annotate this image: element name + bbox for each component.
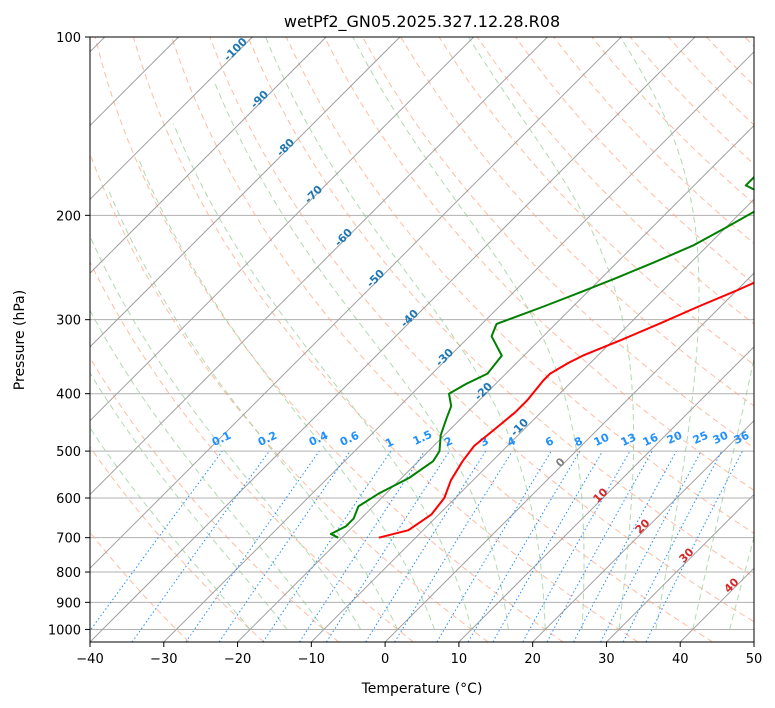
dry-adiabat [438,37,754,366]
dry-adiabat [90,356,339,642]
y-tick-label: 300 [56,314,81,329]
mixing-ratio-line [645,450,743,642]
dry-adiabat [171,37,713,642]
x-tick-label: −30 [150,652,177,667]
moist-adiabat [137,157,436,630]
dry-adiabat [90,446,265,642]
mixing-ratio-line [325,450,450,642]
contour-label: 25 [691,429,710,447]
moist-adiabat [692,356,754,630]
isotherm-line [90,37,253,201]
dry-adiabat [285,37,754,535]
chart-title: wetPf2_GN05.2025.327.12.28.R08 [284,12,560,32]
dry-adiabat [515,37,754,285]
y-tick-label: 400 [56,388,81,403]
dry-adiabats [90,37,754,642]
x-tick-label: 0 [381,652,389,667]
x-tick-label: 30 [598,652,615,667]
isotherm-line [90,37,475,422]
y-tick-label: 200 [56,209,81,224]
y-tick-label: 500 [56,445,81,460]
x-tick-label: 40 [672,652,689,667]
moist-adiabat [468,37,635,630]
moist-adiabat [90,371,288,630]
moist-adiabat [90,427,251,630]
mixing-ratio-line [522,450,631,642]
mixing-ratio-line [394,450,513,642]
x-tick-label: −40 [76,652,103,667]
y-tick-label: 800 [56,566,81,581]
mixing-ratio-line [90,450,223,632]
pressure-gridlines [90,37,754,630]
dewpoint-profile [329,175,754,539]
isotherm-line [458,346,754,642]
isotherm-line [90,37,622,569]
isotherm-line [90,37,327,274]
dry-adiabat [94,37,564,642]
moist-adiabat [265,37,546,630]
y-tick-label: 700 [56,532,81,547]
y-axis: 100 200 300 400 500 600 700 800 900 1000 [48,31,90,638]
x-tick-label: 50 [746,652,763,667]
x-tick-label: −10 [298,652,325,667]
sounding-series [329,175,754,539]
mixing-ratio-line [546,450,653,642]
moist-adiabat [90,309,325,630]
moist-adiabat [107,188,399,630]
contour-label: 13 [619,431,638,449]
isotherm-line [532,419,754,642]
x-tick-label: 20 [524,652,541,667]
y-tick-label: 100 [56,31,81,46]
moist-adiabat [729,535,754,630]
mixing-ratio-line [185,450,320,642]
isotherm-line [163,51,754,642]
dry-adiabat [323,37,754,491]
contour-label: 30 [711,429,731,447]
temperature-profile [378,281,754,539]
dry-adiabat [90,260,414,642]
dry-adiabat [209,37,754,623]
y-axis-title: Pressure (hPa) [12,290,28,390]
plot-area: -100-90-80-70-60-50-40-30-20-100.1 0.2 0.4… [90,37,754,642]
isotherm-line [310,198,754,642]
contour-label: 20 [665,429,685,447]
dry-adiabat [247,37,754,578]
mixing-ratio-line [573,450,677,642]
dry-adiabat [476,37,754,325]
skewed-isotherms [90,37,754,642]
moist-adiabat [172,123,472,630]
dry-adiabat [132,37,639,642]
moist-adiabats [90,37,754,630]
contour-label: 10 [592,431,612,449]
x-axis: −40 −30 −20 −10 0 10 20 30 40 50 [76,642,762,667]
contour-label: 36 [732,429,752,447]
y-tick-label: 600 [56,492,81,507]
mixing-ratio-line [218,450,351,642]
plot-frame [89,36,755,643]
isotherm-line [384,272,754,642]
moist-adiabat [352,37,585,630]
moist-adiabat [619,37,700,630]
x-axis-title: Temperature (°C) [361,681,483,697]
mixing-ratio-line [299,450,426,642]
isotherm-line [90,37,401,348]
contour-label: 16 [641,431,661,449]
isotherm-line [237,124,754,642]
y-tick-label: 900 [56,596,81,611]
y-tick-label: 1000 [48,623,81,638]
moist-adiabat [214,83,509,630]
mixing-ratio-line [131,450,270,642]
isotherm-line [606,493,754,642]
isotherm-line [90,37,548,496]
x-tick-label: 10 [451,652,468,667]
moist-adiabat [90,235,362,630]
x-tick-label: −20 [224,652,251,667]
mixing-ratio-lines [90,450,743,642]
mixing-ratio-line [262,450,392,642]
isotherm-line [90,37,696,642]
